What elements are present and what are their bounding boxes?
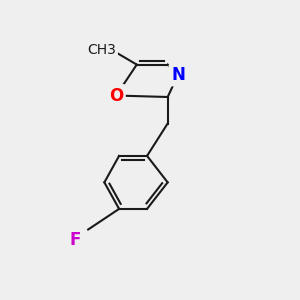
Text: O: O [109, 86, 123, 104]
Text: N: N [171, 66, 185, 84]
Text: F: F [69, 231, 81, 249]
Text: CH3: CH3 [87, 43, 116, 57]
